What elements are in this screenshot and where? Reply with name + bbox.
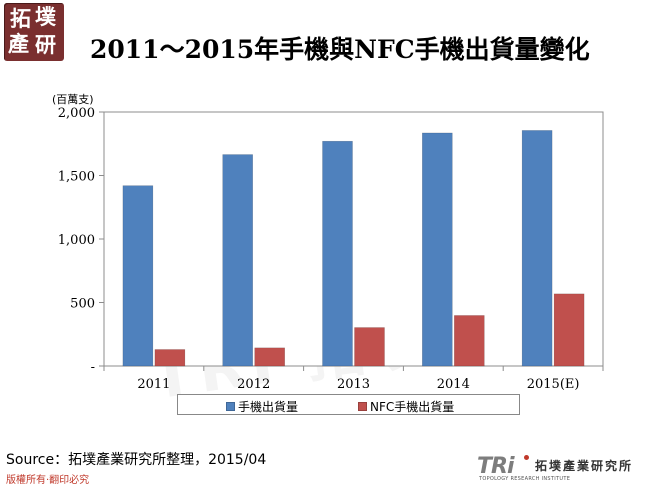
legend-item: 手機出貨量 <box>226 398 299 414</box>
copyright-note: 版權所有‧翻印必究 <box>6 475 90 486</box>
y-tick-label: - <box>91 360 95 375</box>
tri-mark: TRi <box>477 454 514 479</box>
bar <box>354 327 385 367</box>
brand-logo: 拓 墣 產 研 <box>4 3 64 61</box>
legend-swatch <box>358 402 367 411</box>
legend-item: NFC手機出貨量 <box>358 398 455 414</box>
x-tick-label: 2011 <box>137 377 170 392</box>
tri-name-en: TOPOLOGY RESEARCH INSTITUTE <box>479 476 571 482</box>
x-tick-label: 2014 <box>437 377 470 392</box>
bar <box>322 140 353 367</box>
y-axis-unit-label: (百萬支) <box>52 93 94 106</box>
bar <box>422 132 453 367</box>
x-tick-label: 2015(E) <box>527 377 580 392</box>
tri-name-cn: 拓墣產業研究所 <box>535 459 634 473</box>
y-tick-label: 2,000 <box>58 106 95 121</box>
bar <box>122 185 154 367</box>
y-tick-label: 1,000 <box>58 233 95 248</box>
x-tick-label: 2013 <box>337 377 370 392</box>
bar <box>454 315 485 367</box>
y-tick-label: 1,500 <box>58 170 95 185</box>
logo-char: 拓 <box>10 7 31 31</box>
tri-dot <box>524 455 529 460</box>
bar <box>521 130 553 367</box>
x-tick-label: 2012 <box>237 377 270 392</box>
bar <box>222 154 253 367</box>
bar <box>154 349 186 367</box>
legend-swatch <box>226 402 235 411</box>
source-note: Source：拓墣產業研究所整理，2015/04 <box>6 452 267 468</box>
y-tick-label: 500 <box>70 297 95 312</box>
logo-char: 產 <box>8 32 29 56</box>
tri-logo: TRi 拓墣產業研究所 TOPOLOGY RESEARCH INSTITUTE <box>477 454 647 483</box>
bar <box>254 347 285 367</box>
legend-label: 手機出貨量 <box>238 400 299 414</box>
chart-legend: 手機出貨量 NFC手機出貨量 <box>177 394 520 415</box>
logo-char: 研 <box>35 33 56 57</box>
page-title: 2011～2015年手機與NFC手機出貨量變化 <box>90 35 590 64</box>
logo-char: 墣 <box>35 5 56 29</box>
legend-label: NFC手機出貨量 <box>370 400 455 414</box>
bar <box>553 293 585 367</box>
